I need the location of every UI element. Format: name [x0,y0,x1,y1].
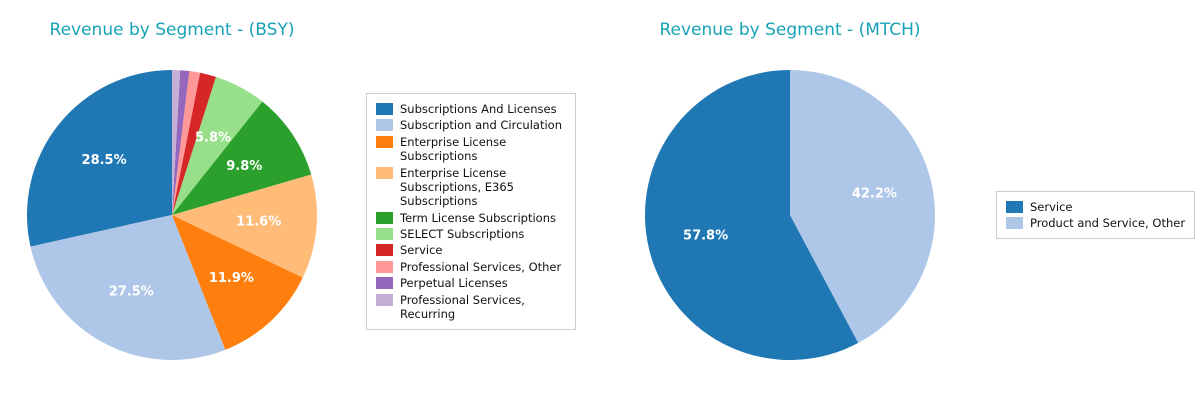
legend-item-perpetual-licenses: Perpetual Licenses [376,276,566,290]
pie-slice-select-subscriptions [172,76,263,215]
pie-pct-label-select-subscriptions: 5.8% [195,131,231,146]
legend-item-service: Service [376,243,566,257]
legend-label: Subscription and Circulation [400,118,562,133]
charts-canvas: Revenue by Segment - (BSY) 28.5% 27.5% 11.… [22,20,1196,365]
legend-item-enterprise-license-subscriptions: Enterprise License Subscriptions [376,135,566,164]
pie-pct-label-enterprise-license-subscriptions: 11.9% [209,271,254,286]
mtch-pie-chart: 57.8% 42.2% [644,70,935,360]
pie-pct-label-enterprise-license-subscriptions-e365-subscriptions: 11.6% [236,215,281,230]
pie-slice-subscriptions-and-licenses [26,70,173,247]
legend-label: Term License Subscriptions [400,210,556,225]
pie-slice-professional-services-other [172,71,201,215]
pie-pct-label-service: 57.8% [683,229,728,244]
mtch-chart-body: 57.8% 42.2% Service Product and Service, O… [640,65,1196,365]
pie-pct-label-subscriptions-and-licenses: 28.5% [82,153,127,168]
legend-swatch-select-subscriptions [376,228,393,240]
pie-slice-enterprise-license-subscriptions-e365-subscriptions [172,174,317,278]
legend-swatch-term-license-subscriptions [376,211,393,224]
pie-slice-product-and-service-other [790,70,935,343]
pie-slice-enterprise-license-subscriptions [172,215,303,350]
legend-item-service: Service [1006,200,1185,214]
mtch-chart: Revenue by Segment - (MTCH) 57.8% 42.2% S… [640,20,1196,365]
legend-label: Service [1030,199,1073,214]
legend-swatch-professional-services-recurring [376,293,393,306]
mtch-legend: Service Product and Service, Other [996,190,1196,240]
legend-item-professional-services-other: Professional Services, Other [376,260,566,274]
legend-label: Enterprise License Subscriptions [400,134,507,164]
legend-item-subscriptions-and-licenses: Subscriptions And Licenses [376,102,566,116]
legend-swatch-service [376,244,393,257]
legend-swatch-product-and-service-other [1006,217,1023,229]
bsy-pie-chart: 28.5% 27.5% 11.9% 11.6% 9.8% 5.8% [26,69,317,361]
legend-label: Enterprise License Subscriptions, E365 S… [400,165,514,209]
legend-item-term-license-subscriptions: Term License Subscriptions [376,211,566,225]
legend-swatch-enterprise-license-subscriptions [376,135,393,148]
pie-slice-service [172,72,216,216]
pie-pct-label-product-and-service-other: 42.2% [852,186,897,201]
legend-item-select-subscriptions: SELECT Subscriptions [376,227,566,241]
bsy-chart: Revenue by Segment - (BSY) 28.5% 27.5% 11.… [22,20,576,365]
bsy-chart-title: Revenue by Segment - (BSY) [49,20,295,40]
bsy-chart-body: 28.5% 27.5% 11.9% 11.6% 9.8% 5.8% Subscriptio… [22,65,576,365]
legend-item-enterprise-license-subscriptions-e365-subscriptions: Enterprise License Subscriptions, E365 S… [376,166,566,209]
legend-swatch-enterprise-license-subscriptions-e365-subscriptions [376,166,393,179]
mtch-chart-title: Revenue by Segment - (MTCH) [659,20,921,40]
legend-label: SELECT Subscriptions [400,227,525,241]
pie-pct-label-term-license-subscriptions: 9.8% [226,159,262,174]
pie-slice-term-license-subscriptions [172,101,312,215]
legend-label: Product and Service, Other [1030,216,1186,230]
legend-swatch-subscription-and-circulation [376,119,393,132]
legend-label: Subscriptions And Licenses [400,102,557,116]
legend-swatch-perpetual-licenses [376,277,393,290]
legend-label: Service [400,243,443,258]
bsy-legend: Subscriptions And Licenses Subscription a… [366,93,576,331]
legend-item-subscription-and-circulation: Subscription and Circulation [376,118,566,132]
legend-label: Professional Services, Recurring [400,292,525,321]
pie-pct-label-subscription-and-circulation: 27.5% [109,284,154,299]
legend-swatch-professional-services-other [376,260,393,273]
pie-slice-subscription-and-circulation [30,215,226,361]
legend-item-professional-services-recurring: Professional Services, Recurring [376,293,566,322]
legend-item-product-and-service-other: Product and Service, Other [1006,216,1185,230]
pie-slice-perpetual-licenses [172,70,190,215]
pie-slice-professional-services-recurring [172,69,181,215]
legend-swatch-subscriptions-and-licenses [376,103,393,115]
legend-label: Perpetual Licenses [400,276,508,291]
legend-swatch-service [1006,200,1023,213]
pie-slice-service [644,70,859,360]
legend-label: Professional Services, Other [400,259,562,274]
